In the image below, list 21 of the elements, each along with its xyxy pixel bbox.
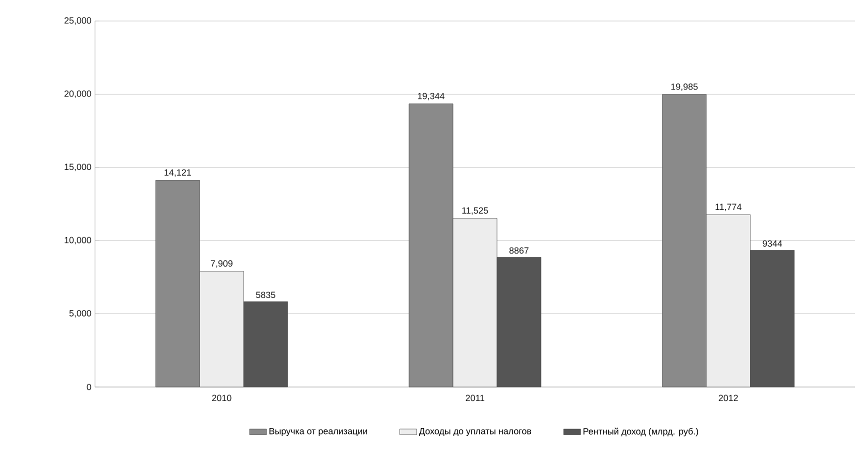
x-tick-label: 2012 xyxy=(718,394,738,402)
y-tick-label: 25,000 xyxy=(64,17,92,25)
x-tick-label: 2010 xyxy=(212,394,232,402)
y-tick-label: 5,000 xyxy=(69,310,92,318)
data-label: 5835 xyxy=(256,292,276,298)
data-label: 9344 xyxy=(762,240,782,247)
data-label: 19,344 xyxy=(418,92,444,100)
data-label: 19,985 xyxy=(671,83,698,91)
data-label: 8867 xyxy=(509,247,529,254)
data-label: 14,121 xyxy=(164,169,191,177)
legend-label: Рентный доход (млрд. руб.) xyxy=(584,428,698,436)
y-tick-label: 10,000 xyxy=(64,236,92,244)
y-tick-label: 15,000 xyxy=(64,164,92,172)
data-label: 11,774 xyxy=(716,204,742,212)
legend-label: Доходы до уплаты налогов xyxy=(419,428,532,436)
x-tick-label: 2011 xyxy=(466,394,484,402)
y-tick-label: 0 xyxy=(86,384,92,390)
y-tick-label: 20,000 xyxy=(64,90,92,98)
legend-label: Выручка от реализации xyxy=(269,428,368,436)
data-label: 11,525 xyxy=(462,207,488,215)
data-label: 7,909 xyxy=(210,260,232,268)
